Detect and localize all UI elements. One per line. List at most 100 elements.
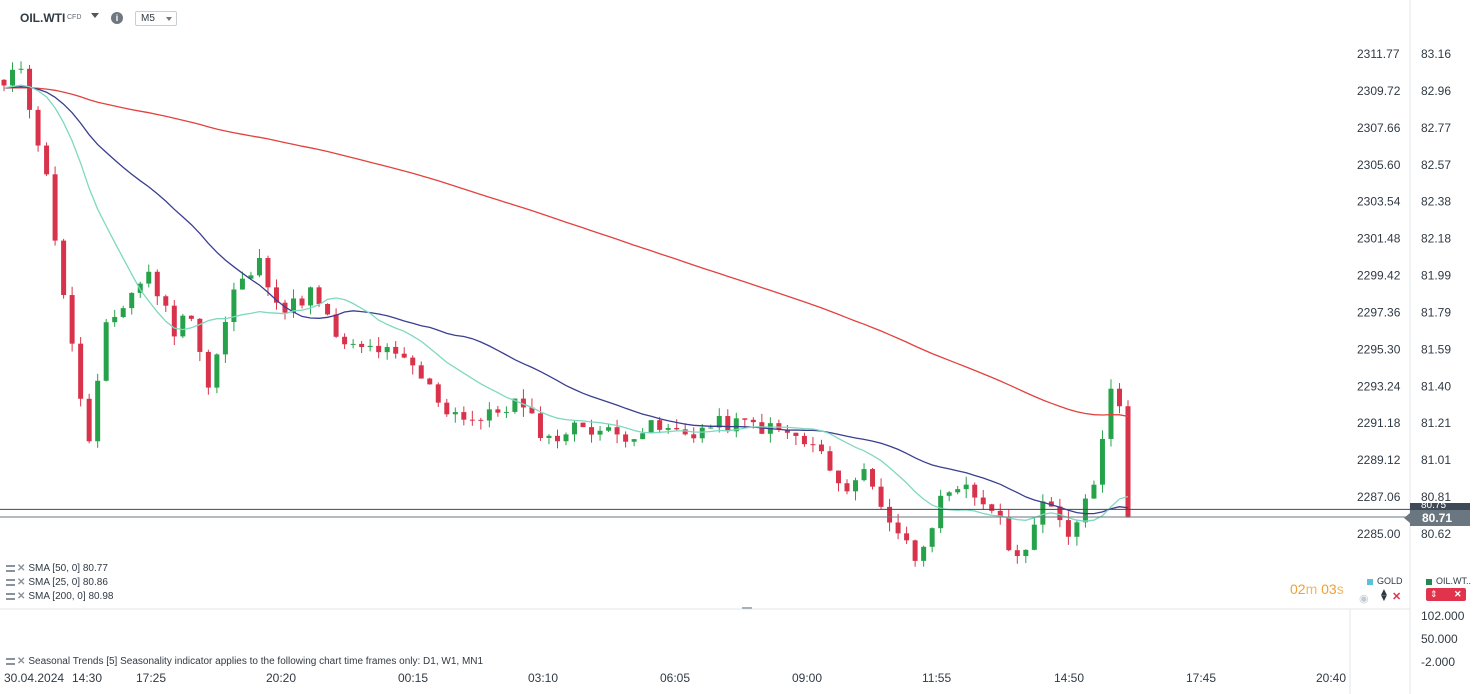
candle-body: [657, 420, 663, 430]
indicator-legend-sma25[interactable]: ✕ SMA [25, 0] 80.86: [6, 577, 108, 588]
candle: [827, 446, 833, 472]
candle-body: [921, 546, 927, 561]
candle-body: [154, 271, 160, 297]
right-axis-tick-label: 82.77: [1421, 121, 1451, 135]
lower-axis-label: -2.000: [1421, 655, 1455, 669]
candle-body: [427, 378, 433, 385]
candle: [1108, 379, 1114, 447]
candle-body: [997, 510, 1003, 518]
candle-body: [597, 430, 603, 435]
candle-body: [435, 384, 441, 403]
left-axis-tick-label: 2307.66: [1357, 121, 1401, 135]
compare-oil[interactable]: OIL.WT..: [1426, 576, 1471, 586]
candle: [214, 353, 220, 394]
candle-body: [231, 289, 237, 322]
hamburger-icon[interactable]: [6, 657, 15, 665]
candle-body: [137, 283, 143, 293]
candle-body: [188, 315, 194, 319]
candle-body: [248, 275, 254, 279]
candle-body: [78, 343, 84, 399]
candle: [1065, 511, 1071, 545]
reorder-icon[interactable]: ⇕: [1430, 589, 1438, 599]
info-icon[interactable]: i: [111, 12, 123, 24]
indicator-legend-sma200[interactable]: ✕ SMA [200, 0] 80.98: [6, 591, 113, 602]
candle: [205, 349, 211, 395]
candle: [197, 318, 203, 362]
close-icon[interactable]: ✕: [17, 656, 26, 667]
ask-price-badge: 80.75: [1410, 503, 1470, 512]
seasonal-indicator-text: Seasonal Trends [5] Seasonality indicato…: [28, 656, 484, 667]
candle: [835, 470, 841, 492]
close-icon[interactable]: ✕: [17, 591, 26, 602]
close-icon[interactable]: ✕: [1392, 591, 1402, 603]
candle: [18, 61, 24, 74]
hamburger-icon[interactable]: [6, 578, 15, 586]
candle-body: [120, 308, 126, 317]
candle: [163, 294, 169, 312]
sma-25-line: [3, 84, 1129, 522]
close-icon[interactable]: ✕: [17, 577, 26, 588]
candle-body: [197, 318, 203, 352]
candle-body: [376, 345, 382, 353]
hamburger-icon[interactable]: [6, 592, 15, 600]
candle-body: [733, 418, 739, 432]
candle-body: [895, 522, 901, 534]
candle-body: [665, 427, 671, 430]
candle-body: [537, 413, 543, 438]
close-icon[interactable]: ✕: [17, 563, 26, 574]
lower-axis-label: 50.000: [1421, 632, 1458, 646]
candle: [44, 142, 50, 176]
candle: [410, 355, 416, 375]
oil-compare-controls[interactable]: ⇕ ✕: [1426, 588, 1466, 601]
candle: [563, 432, 569, 446]
time-axis-label: 17:45: [1186, 671, 1216, 685]
seasonal-indicator-legend[interactable]: ✕ Seasonal Trends [5] Seasonality indicat…: [6, 656, 483, 667]
candle: [733, 412, 739, 438]
candle: [716, 408, 722, 433]
candle-body: [86, 398, 92, 442]
countdown-m-unit: m: [1305, 581, 1318, 597]
candle-body: [342, 336, 348, 345]
candle-body: [708, 427, 714, 429]
close-icon[interactable]: ✕: [1454, 589, 1462, 599]
candle: [103, 319, 109, 382]
timeframe-select[interactable]: M5: [135, 11, 177, 26]
candle: [980, 490, 986, 511]
candle: [1116, 383, 1122, 414]
compare-gold[interactable]: GOLD: [1367, 576, 1403, 586]
candle-body: [1099, 438, 1105, 485]
candle: [273, 279, 279, 310]
candle-body: [1014, 550, 1020, 556]
candle-body: [291, 298, 297, 313]
candle-body: [146, 271, 152, 284]
candle: [248, 271, 254, 280]
indicator-legend-sma50[interactable]: ✕ SMA [50, 0] 80.77: [6, 563, 108, 574]
candle: [1040, 494, 1046, 534]
candle-body: [938, 495, 944, 529]
candle: [52, 166, 58, 246]
left-axis-tick-label: 2299.42: [1357, 269, 1401, 283]
candle-body: [861, 469, 867, 481]
up-down-icon[interactable]: ▲ ▼: [1379, 587, 1389, 604]
pane-resize-handle[interactable]: [742, 607, 752, 609]
countdown-seconds: 03: [1321, 581, 1337, 597]
candle-body: [810, 444, 816, 446]
symbol-name[interactable]: OIL.WTI: [20, 11, 66, 25]
hamburger-icon[interactable]: [6, 564, 15, 572]
eye-icon[interactable]: ◉: [1359, 593, 1369, 605]
candle-body: [18, 68, 24, 70]
candle: [239, 271, 245, 290]
candle-body: [44, 145, 50, 175]
candle: [180, 313, 186, 339]
candle-body: [955, 489, 961, 493]
price-axis-left: 2311.77 2309.72 2307.66 2305.60 2303.54 2301.…: [1357, 47, 1401, 541]
candle: [282, 299, 288, 320]
candle: [1006, 509, 1012, 552]
candle-body: [580, 422, 586, 428]
candle-body: [1031, 524, 1037, 550]
candle: [86, 393, 92, 444]
chevron-down-icon[interactable]: [91, 13, 99, 18]
candle: [503, 406, 509, 419]
candle: [767, 417, 773, 443]
